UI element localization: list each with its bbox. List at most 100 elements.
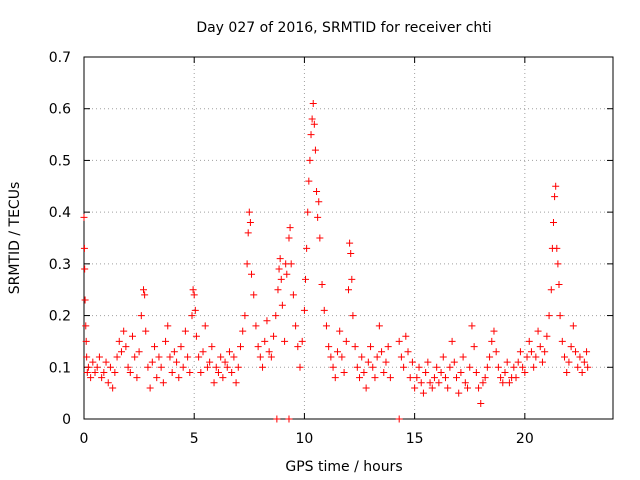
data-point bbox=[287, 260, 295, 268]
data-point bbox=[346, 239, 354, 247]
data-point bbox=[109, 384, 117, 392]
data-point bbox=[151, 343, 159, 351]
data-point bbox=[308, 115, 316, 123]
data-point bbox=[494, 363, 502, 371]
data-point bbox=[362, 384, 370, 392]
plot-frame bbox=[83, 56, 614, 420]
data-point bbox=[584, 363, 592, 371]
data-point bbox=[430, 374, 438, 382]
y-axis-title: SRMTID / TECUs bbox=[7, 182, 23, 295]
data-point bbox=[146, 384, 154, 392]
data-point bbox=[217, 353, 225, 361]
data-point bbox=[464, 384, 472, 392]
data-point bbox=[219, 374, 227, 382]
x-tick-label: 15 bbox=[406, 431, 424, 447]
data-point bbox=[294, 343, 302, 351]
data-point bbox=[486, 353, 494, 361]
data-point bbox=[444, 384, 452, 392]
data-point bbox=[320, 306, 328, 314]
data-point bbox=[331, 374, 339, 382]
chart-title: Day 027 of 2016, SRMTID for receiver cht… bbox=[196, 20, 491, 36]
data-point bbox=[466, 363, 474, 371]
data-point bbox=[148, 358, 156, 366]
data-point bbox=[411, 384, 419, 392]
data-point bbox=[446, 363, 454, 371]
data-point bbox=[265, 348, 273, 356]
data-point bbox=[181, 327, 189, 335]
data-point bbox=[250, 291, 258, 299]
data-point bbox=[510, 363, 518, 371]
data-point bbox=[221, 358, 229, 366]
data-point bbox=[318, 281, 326, 289]
data-point bbox=[281, 337, 289, 345]
data-point bbox=[286, 224, 294, 232]
data-point bbox=[558, 337, 566, 345]
data-point bbox=[155, 353, 163, 361]
data-point bbox=[135, 348, 143, 356]
data-point bbox=[353, 363, 361, 371]
data-point bbox=[490, 327, 498, 335]
y-tick-label: 0.1 bbox=[49, 360, 71, 376]
data-point bbox=[567, 343, 575, 351]
data-point bbox=[144, 363, 152, 371]
data-point bbox=[141, 291, 149, 299]
data-point bbox=[553, 244, 561, 252]
data-point bbox=[244, 229, 252, 237]
data-point bbox=[126, 368, 134, 376]
data-point bbox=[373, 353, 381, 361]
data-point bbox=[133, 374, 141, 382]
data-point bbox=[166, 353, 174, 361]
data-point bbox=[208, 343, 216, 351]
data-point bbox=[307, 131, 315, 139]
data-point bbox=[177, 343, 185, 351]
data-point bbox=[241, 312, 249, 320]
data-point bbox=[285, 234, 293, 242]
data-point bbox=[555, 281, 563, 289]
data-point bbox=[578, 368, 586, 376]
data-point bbox=[192, 332, 200, 340]
data-point bbox=[289, 291, 297, 299]
data-point bbox=[212, 363, 220, 371]
data-point bbox=[499, 379, 507, 387]
data-point bbox=[569, 322, 577, 330]
data-point bbox=[232, 379, 240, 387]
data-point bbox=[386, 374, 394, 382]
data-point bbox=[128, 332, 136, 340]
data-point bbox=[313, 187, 321, 195]
data-point bbox=[364, 358, 372, 366]
data-point bbox=[459, 353, 467, 361]
data-point bbox=[267, 353, 275, 361]
data-point bbox=[82, 322, 90, 330]
data-point bbox=[545, 312, 553, 320]
data-point bbox=[527, 348, 535, 356]
data-point bbox=[203, 363, 211, 371]
data-point bbox=[514, 358, 522, 366]
data-point bbox=[298, 337, 306, 345]
data-point bbox=[492, 348, 500, 356]
data-point bbox=[228, 368, 236, 376]
data-point bbox=[565, 358, 573, 366]
data-point bbox=[404, 348, 412, 356]
data-point bbox=[521, 368, 529, 376]
data-point bbox=[278, 301, 286, 309]
data-point bbox=[300, 306, 308, 314]
data-point bbox=[479, 379, 487, 387]
data-point bbox=[199, 348, 207, 356]
data-point bbox=[543, 332, 551, 340]
data-point bbox=[157, 363, 165, 371]
data-point bbox=[117, 348, 125, 356]
data-point bbox=[547, 286, 555, 294]
y-tick-label: 0.7 bbox=[49, 50, 71, 66]
data-point bbox=[395, 337, 403, 345]
data-point bbox=[309, 100, 317, 108]
data-point bbox=[448, 337, 456, 345]
data-point bbox=[348, 275, 356, 283]
data-point bbox=[83, 368, 91, 376]
data-point bbox=[549, 218, 557, 226]
data-point bbox=[84, 363, 92, 371]
data-point bbox=[450, 358, 458, 366]
data-point bbox=[356, 374, 364, 382]
data-point bbox=[538, 358, 546, 366]
data-point bbox=[534, 327, 542, 335]
